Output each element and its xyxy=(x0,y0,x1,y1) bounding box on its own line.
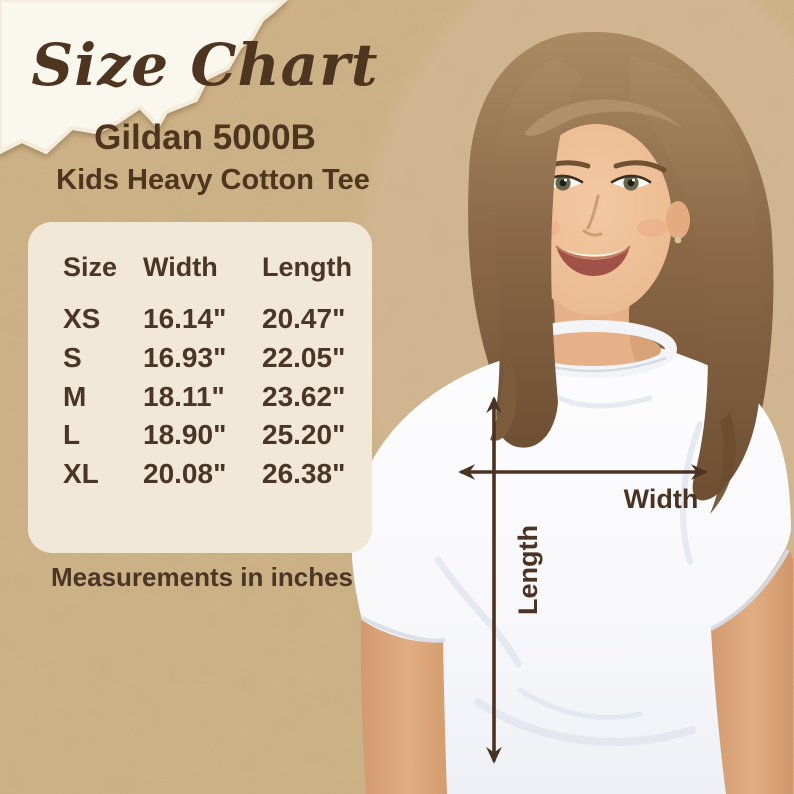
measurements-note: Measurements in inches xyxy=(51,562,353,592)
cell-size: S xyxy=(63,341,82,373)
cell-width: 18.90" xyxy=(143,419,227,451)
cell-length: 23.62" xyxy=(262,380,346,412)
torn-paper-edge xyxy=(0,0,288,155)
size-table-panel: Size Width Length XS 16.14" 20.47" S 16.… xyxy=(28,222,372,553)
page-title: Size Chart xyxy=(31,31,379,99)
width-label: Width xyxy=(623,484,699,514)
girl-right-arm xyxy=(710,549,793,794)
cell-width: 18.11" xyxy=(143,380,225,412)
table-header-size: Size xyxy=(63,252,118,282)
girl-face xyxy=(520,124,672,316)
girl-left-arm xyxy=(360,612,457,794)
earring-stud xyxy=(674,236,682,244)
tshirt-folds xyxy=(434,395,703,746)
table-header-length: Length xyxy=(262,252,352,282)
cell-width: 16.14" xyxy=(143,303,227,334)
size-table: Size Width Length XS 16.14" 20.47" S 16.… xyxy=(63,248,372,494)
cell-length: 20.47" xyxy=(262,303,346,334)
measurement-arrows xyxy=(458,396,708,764)
cell-length: 25.20" xyxy=(262,419,346,451)
cell-width: 20.08" xyxy=(143,458,227,490)
girl-hair-front xyxy=(490,56,764,514)
cell-length: 22.05" xyxy=(262,341,346,373)
cell-length: 26.38" xyxy=(262,458,346,490)
sleeve-hems xyxy=(361,549,790,643)
brand-subtitle: Gildan 5000B xyxy=(94,118,316,157)
product-subtitle: Kids Heavy Cotton Tee xyxy=(56,164,370,196)
cell-size: XS xyxy=(63,303,101,334)
child-photo xyxy=(351,0,794,794)
cell-size: XL xyxy=(63,458,99,490)
cell-size: L xyxy=(63,419,81,451)
girl-ear xyxy=(666,201,690,239)
tshirt xyxy=(351,338,791,794)
table-header-width: Width xyxy=(143,252,218,282)
cell-size: M xyxy=(63,380,87,412)
length-label: Length xyxy=(513,525,543,615)
girl-nose xyxy=(582,194,603,237)
cell-width: 16.93" xyxy=(143,341,227,373)
girl-smile xyxy=(555,245,631,276)
